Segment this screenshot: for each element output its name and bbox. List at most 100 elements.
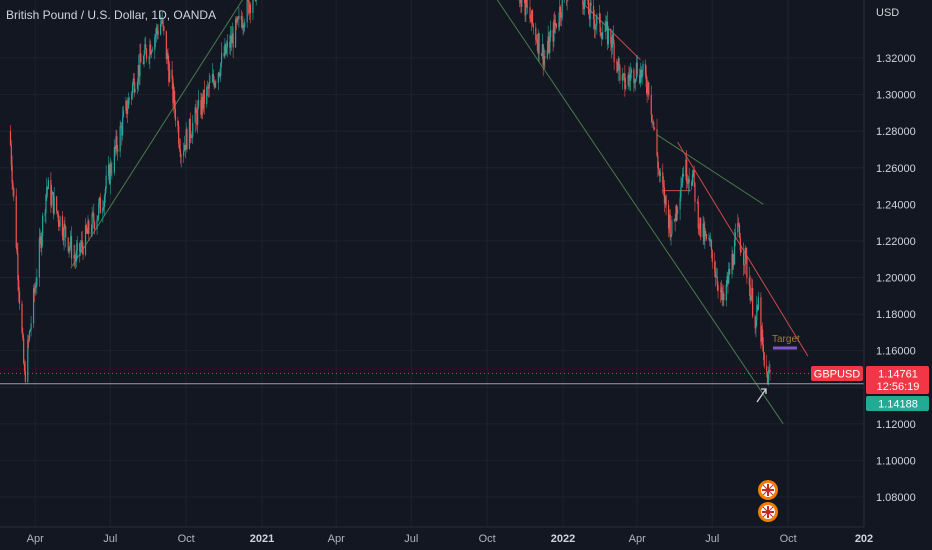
- candle-body: [744, 247, 746, 265]
- candle-body: [668, 214, 670, 229]
- candle-body: [23, 363, 26, 372]
- candle-body: [184, 144, 186, 150]
- price-axis[interactable]: [864, 0, 932, 527]
- candle-body: [87, 220, 89, 234]
- candle-body: [605, 21, 607, 32]
- candle-body: [699, 217, 701, 229]
- candle-body: [686, 159, 688, 183]
- price-tick-label: 1.16000: [876, 346, 916, 358]
- candle-body: [156, 27, 158, 31]
- candle-body: [225, 47, 228, 54]
- candle-body: [604, 31, 606, 32]
- trendline[interactable]: [677, 141, 809, 357]
- candle-body: [691, 174, 694, 186]
- candle-body: [120, 126, 122, 128]
- candle-body: [191, 136, 193, 138]
- candle-body: [159, 24, 162, 35]
- candle-body: [98, 197, 101, 204]
- candle-body: [125, 100, 127, 111]
- candle-body: [621, 74, 623, 81]
- candle-body: [41, 236, 43, 249]
- candle-body: [644, 63, 647, 75]
- candle-body: [114, 146, 116, 150]
- candle-body: [681, 173, 684, 183]
- candle-body: [213, 80, 215, 87]
- candle-body: [587, 0, 590, 15]
- candle-body: [29, 329, 31, 332]
- candle-body: [700, 217, 702, 238]
- candle-body: [592, 5, 595, 20]
- candle-body: [151, 50, 153, 52]
- trendline[interactable]: [70, 0, 252, 269]
- candle-body: [634, 82, 636, 84]
- candle-body: [726, 276, 728, 285]
- candle-body: [526, 6, 529, 8]
- trendlines: [70, 0, 809, 425]
- candle-body: [24, 371, 26, 382]
- candle-body: [717, 284, 719, 291]
- candle-body: [188, 118, 191, 150]
- candle-body: [536, 41, 539, 51]
- candle-body: [144, 44, 146, 55]
- candle-body: [50, 180, 52, 206]
- candle-body: [732, 253, 734, 266]
- candle-body: [739, 237, 741, 251]
- candle-body: [560, 17, 562, 19]
- candle-body: [762, 345, 764, 353]
- candle-body: [235, 19, 237, 48]
- candle-body: [52, 192, 54, 214]
- candle-body: [229, 41, 231, 48]
- candle-body: [536, 39, 538, 42]
- candle-body: [206, 87, 208, 104]
- candle-body: [30, 323, 32, 330]
- candle-body: [714, 261, 716, 272]
- candle-body: [67, 237, 69, 252]
- candle-body: [763, 352, 765, 366]
- candle-body: [752, 288, 754, 317]
- bar-countdown: 12:56:19: [877, 381, 920, 393]
- candle-body: [93, 222, 96, 230]
- candle-body: [601, 35, 603, 40]
- candle-body: [606, 21, 608, 23]
- candle-body: [249, 4, 252, 13]
- candle-body: [240, 15, 242, 21]
- uk-flag-event-icon[interactable]: [758, 502, 778, 522]
- last-price-value: 1.14761: [878, 369, 918, 381]
- candle-body: [642, 63, 644, 71]
- candle-body: [733, 264, 735, 266]
- candle-body: [162, 19, 164, 27]
- candle-body: [237, 17, 239, 19]
- candle-body: [219, 75, 221, 77]
- candle-body: [535, 27, 537, 40]
- uk-flag-event-icon[interactable]: [758, 480, 778, 500]
- trendline[interactable]: [582, 2, 641, 61]
- price-tick-label: 1.08000: [876, 492, 916, 504]
- candle-body: [173, 91, 175, 104]
- candle-body: [710, 240, 712, 242]
- candle-body: [63, 223, 65, 241]
- time-tick-label: 202: [855, 533, 873, 545]
- candle-body: [136, 81, 139, 90]
- candle-body: [675, 205, 677, 221]
- candle-body: [705, 234, 708, 240]
- candle-body: [641, 70, 643, 78]
- candle-body: [599, 13, 601, 33]
- arrow-icon[interactable]: [756, 388, 767, 403]
- trendline[interactable]: [487, 0, 784, 425]
- candle-body: [217, 72, 219, 83]
- candle-body: [51, 192, 54, 195]
- price-tick-label: 1.18000: [876, 309, 916, 321]
- candle-body: [709, 238, 711, 242]
- candle-body: [173, 91, 176, 109]
- candle-body: [743, 252, 745, 265]
- candle-body: [32, 288, 35, 324]
- candle-body: [679, 197, 681, 210]
- time-axis-ticks[interactable]: Apr Jul Oct 2021 Apr Jul Oct 2022 Apr Jul Oct 202: [27, 533, 874, 545]
- candle-body: [230, 35, 233, 44]
- candle-body: [81, 240, 83, 247]
- candle-body: [648, 82, 650, 95]
- candle-body: [611, 43, 613, 48]
- trendline[interactable]: [656, 134, 764, 205]
- candle-body: [704, 231, 706, 242]
